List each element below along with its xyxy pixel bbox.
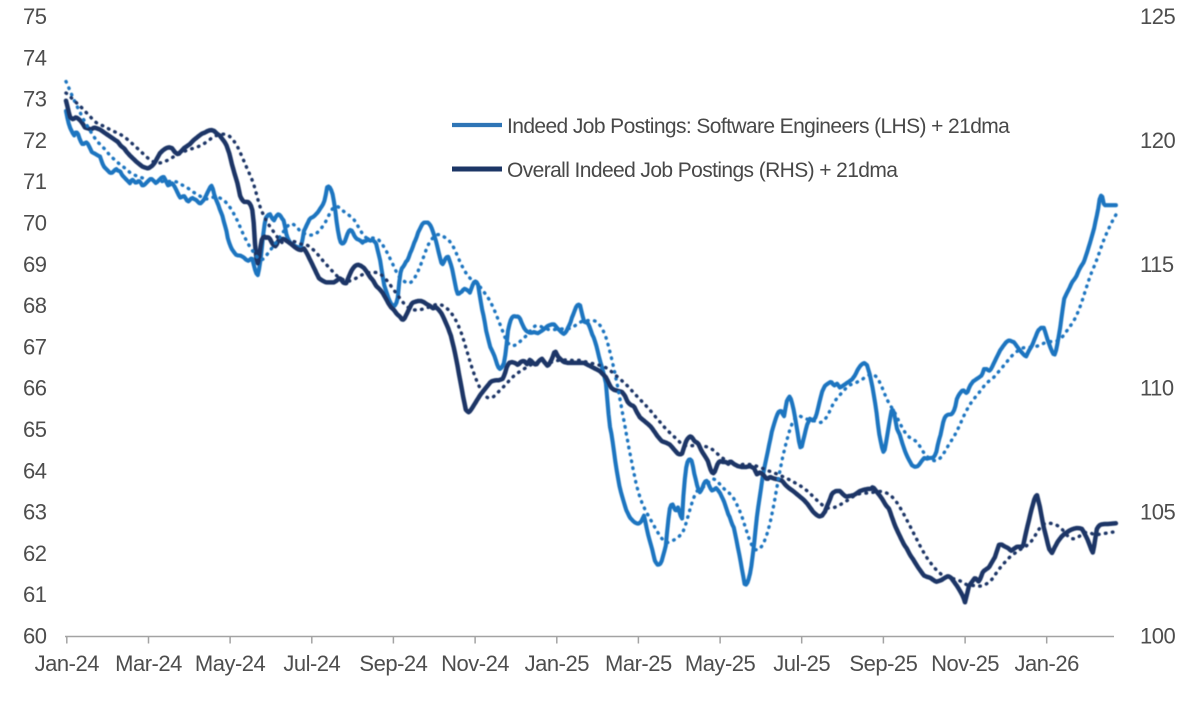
- svg-text:75: 75: [23, 4, 47, 29]
- svg-text:67: 67: [23, 334, 47, 359]
- svg-text:66: 66: [23, 376, 47, 401]
- svg-text:Sep-24: Sep-24: [359, 651, 427, 676]
- svg-text:Jul-25: Jul-25: [773, 651, 830, 676]
- svg-text:64: 64: [23, 458, 47, 483]
- svg-text:Nov-24: Nov-24: [441, 651, 509, 676]
- svg-text:63: 63: [23, 500, 47, 525]
- svg-text:Jan-26: Jan-26: [1015, 651, 1080, 676]
- svg-text:72: 72: [23, 128, 47, 153]
- svg-text:Indeed Job Postings: Software: Indeed Job Postings: Software Engineers …: [507, 115, 1010, 138]
- svg-text:65: 65: [23, 417, 47, 442]
- svg-text:110: 110: [1140, 376, 1174, 401]
- svg-text:69: 69: [23, 252, 47, 277]
- svg-text:74: 74: [23, 45, 47, 70]
- svg-text:61: 61: [23, 582, 47, 607]
- svg-text:73: 73: [23, 87, 47, 112]
- svg-text:62: 62: [23, 541, 47, 566]
- svg-text:Overall Indeed Job Postings (R: Overall Indeed Job Postings (RHS) + 21dm…: [507, 159, 898, 182]
- svg-text:May-24: May-24: [195, 651, 266, 676]
- svg-text:115: 115: [1140, 252, 1174, 277]
- svg-text:70: 70: [23, 211, 47, 236]
- svg-text:Jul-24: Jul-24: [283, 651, 340, 676]
- svg-text:Mar-24: Mar-24: [115, 651, 182, 676]
- svg-text:100: 100: [1140, 624, 1175, 649]
- svg-text:68: 68: [23, 293, 47, 318]
- svg-text:105: 105: [1140, 500, 1175, 525]
- svg-text:120: 120: [1140, 128, 1175, 153]
- svg-text:May-25: May-25: [685, 651, 756, 676]
- svg-text:71: 71: [23, 169, 47, 194]
- svg-text:Mar-25: Mar-25: [605, 651, 672, 676]
- svg-text:125: 125: [1140, 4, 1175, 29]
- svg-text:Jan-25: Jan-25: [525, 651, 590, 676]
- svg-text:60: 60: [23, 624, 47, 649]
- svg-text:Jan-24: Jan-24: [35, 651, 100, 676]
- svg-text:Nov-25: Nov-25: [931, 651, 999, 676]
- svg-text:Sep-25: Sep-25: [849, 651, 917, 676]
